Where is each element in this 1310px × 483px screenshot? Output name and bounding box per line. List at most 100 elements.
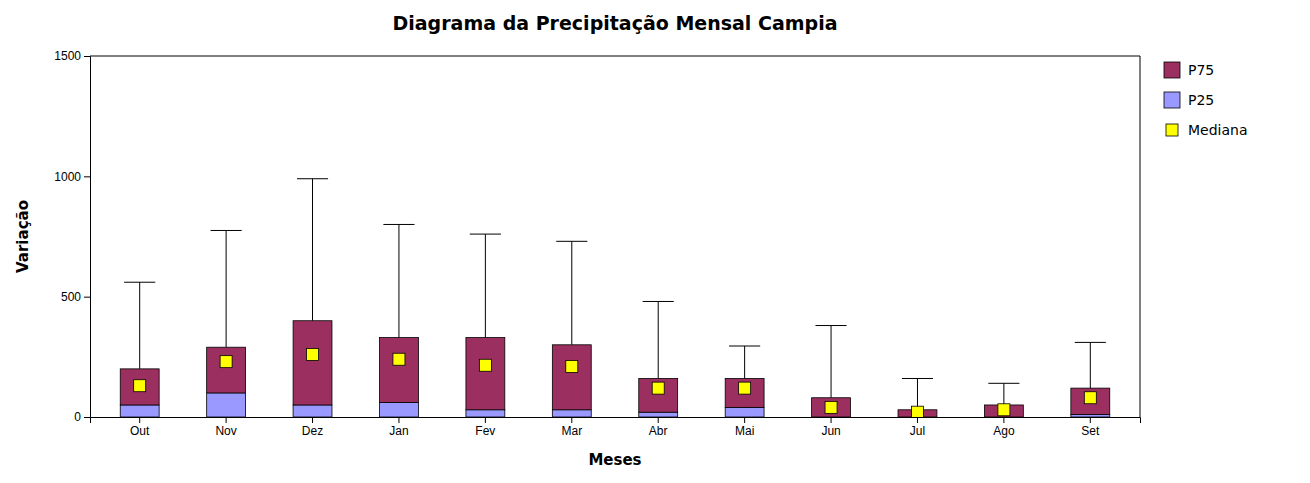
x-tick: Mai [735, 417, 754, 438]
whisker-cap-top [556, 241, 587, 242]
x-tick: Ago [993, 417, 1015, 438]
x-tick-label: Nov [215, 424, 236, 438]
x-tick-mark [744, 417, 745, 423]
legend-label: P25 [1188, 92, 1214, 108]
x-tick-mark [831, 417, 832, 423]
x-tick-mark [1090, 417, 1091, 423]
whisker-cap-top [470, 234, 501, 235]
y-tick: 0 [74, 410, 90, 424]
x-tick-label: Jan [389, 424, 408, 438]
y-tick-label: 1000 [54, 170, 81, 184]
legend-swatch [1164, 92, 1180, 108]
chart: 0 500 1000 1500 Out Nov Dez Jan Fev Mar Abr Mai Jun J… [0, 0, 1310, 483]
p75-bar [639, 378, 678, 412]
x-tick-label: Jul [910, 424, 925, 438]
median-marker [479, 359, 491, 371]
p25-bar [725, 407, 764, 417]
median-marker [307, 348, 319, 360]
whisker-cap-top [729, 346, 760, 347]
legend-label: Mediana [1188, 122, 1248, 138]
whisker-top [1090, 342, 1091, 388]
whisker-top [226, 230, 227, 347]
whisker-top [831, 326, 832, 398]
x-tick: Jan [389, 417, 408, 438]
whisker-cap-top [124, 282, 155, 283]
whisker-top [312, 179, 313, 321]
x-axis-title: Meses [588, 451, 641, 469]
x-tick-mark [917, 417, 918, 423]
y-tick-label: 0 [74, 410, 81, 424]
p75-bar [380, 338, 419, 403]
median-marker [134, 380, 146, 392]
p75-bar [725, 378, 764, 407]
x-tick-mark [398, 417, 399, 423]
whisker-top [1003, 383, 1004, 405]
whisker-cap-top [383, 224, 414, 225]
x-tick: Fev [475, 417, 495, 438]
legend: P75 P25 Mediana [1164, 62, 1248, 138]
x-tick: Abr [649, 417, 668, 438]
p75-bar [466, 338, 505, 410]
p25-bar [380, 403, 419, 417]
legend-item: Mediana [1166, 122, 1248, 138]
median-marker [911, 406, 923, 417]
y-tick: 1000 [54, 170, 90, 184]
whisker-top [485, 234, 486, 337]
median-marker [825, 401, 837, 413]
p75-bar [207, 347, 246, 393]
whisker-top [744, 346, 745, 378]
y-tick: 1500 [54, 49, 90, 63]
p25-bar [552, 410, 591, 417]
whisker-top [139, 282, 140, 369]
median-marker [220, 356, 232, 368]
y-tick-label: 500 [61, 290, 81, 304]
x-tick-label: Ago [993, 424, 1015, 438]
x-tick-mark [139, 417, 140, 423]
whisker-cap-top [988, 383, 1019, 384]
whisker-top [658, 301, 659, 378]
y-tick-mark [84, 417, 90, 418]
frame-top [90, 56, 1140, 57]
x-tick-label: Fev [475, 424, 495, 438]
legend-swatch [1166, 124, 1178, 136]
p25-bar [466, 410, 505, 417]
x-tick: Set [1081, 417, 1100, 438]
whisker-top [917, 378, 918, 409]
legend-item: P75 [1164, 62, 1214, 78]
x-tick-label: Mai [735, 424, 754, 438]
legend-label: P75 [1188, 62, 1214, 78]
x-tick: Mar [561, 417, 582, 438]
p25-bar [293, 405, 332, 417]
y-tick-mark [84, 176, 90, 177]
x-tick-mark [571, 417, 572, 423]
p75-bar [812, 398, 851, 417]
p25-bar [639, 412, 678, 417]
x-tick: Nov [215, 417, 236, 438]
x-tick: Dez [302, 417, 323, 438]
x-tick-label: Out [130, 424, 150, 438]
plot: 0 500 1000 1500 Out Nov Dez Jan Fev Mar Abr Mai Jun J… [54, 49, 1140, 437]
legend-item: P25 [1164, 92, 1214, 108]
whisker-cap-top [211, 230, 242, 231]
x-tick-mark [1003, 417, 1004, 423]
p25-bar [207, 393, 246, 417]
frame-right [1140, 56, 1141, 417]
whisker-top [398, 224, 399, 337]
x-tick-label: Abr [649, 424, 668, 438]
x-tick-mark [485, 417, 486, 423]
median-marker [393, 353, 405, 365]
x-tick-label: Mar [561, 424, 582, 438]
x-tick-label: Jun [821, 424, 840, 438]
x-tick: Jun [821, 417, 840, 438]
median-marker [998, 404, 1010, 416]
whisker-cap-top [815, 325, 846, 326]
whisker-cap-top [643, 301, 674, 302]
marks [120, 179, 1110, 417]
x-tick-label: Dez [302, 424, 323, 438]
x-tick-mark [658, 417, 659, 423]
whisker-cap-top [297, 178, 328, 179]
median-marker [739, 382, 751, 394]
y-tick-mark [84, 297, 90, 298]
y-axis-title: Variação [14, 200, 32, 273]
y-tick-label: 1500 [54, 49, 81, 63]
